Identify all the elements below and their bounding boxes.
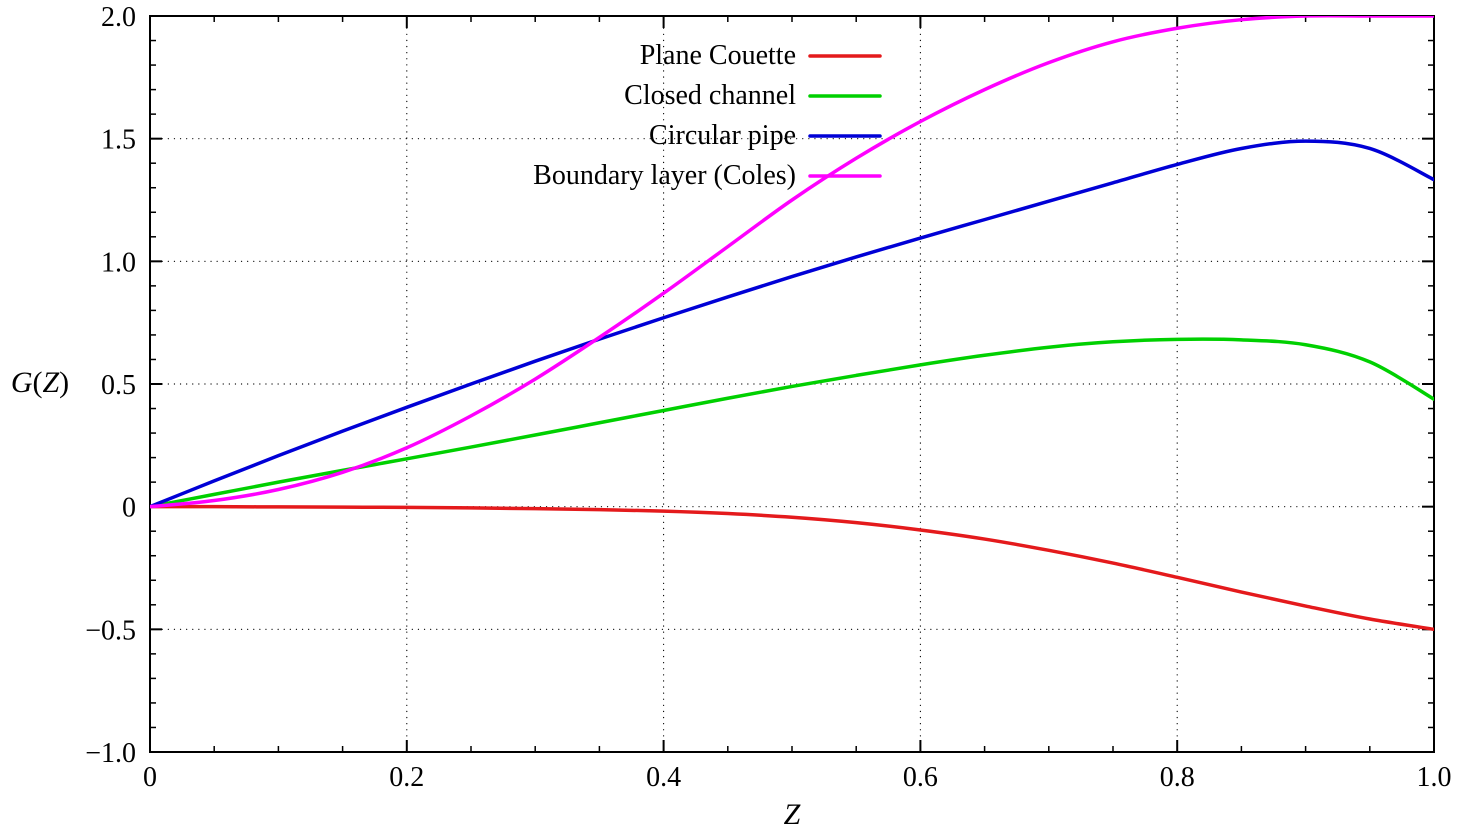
- x-tick-label: 0.8: [1160, 762, 1195, 793]
- x-axis-label: Z: [784, 798, 801, 831]
- y-tick-label: 1.5: [101, 125, 136, 156]
- y-tick-label: 0.5: [101, 370, 136, 401]
- legend-label-plane-couette: Plane Couette: [640, 40, 796, 71]
- legend-label-closed-channel: Closed channel: [624, 80, 796, 111]
- x-tick-label: 0: [143, 762, 157, 793]
- y-tick-label: −1.0: [85, 738, 136, 769]
- y-tick-label: 2.0: [101, 2, 136, 33]
- y-tick-label: −0.5: [85, 615, 136, 646]
- y-tick-label: 0: [122, 493, 136, 524]
- chart-container: 0 0.2 0.4 0.6 0.8 1.0 −1.0 −0.5 0 0.5 1.0 1.5 2.0 Z G(…: [0, 0, 1464, 832]
- y-axis-label: G(Z): [11, 366, 69, 399]
- x-tick-label: 0.6: [903, 762, 938, 793]
- x-tick-label: 0.2: [389, 762, 424, 793]
- legend-label-circular-pipe: Circular pipe: [649, 120, 796, 151]
- x-tick-label: 1.0: [1417, 762, 1452, 793]
- y-tick-label: 1.0: [101, 247, 136, 278]
- line-chart: 0 0.2 0.4 0.6 0.8 1.0 −1.0 −0.5 0 0.5 1.0 1.5 2.0 Z G(…: [0, 0, 1464, 832]
- legend-label-boundary-layer-coles: Boundary layer (Coles): [533, 160, 796, 191]
- x-tick-label: 0.4: [646, 762, 681, 793]
